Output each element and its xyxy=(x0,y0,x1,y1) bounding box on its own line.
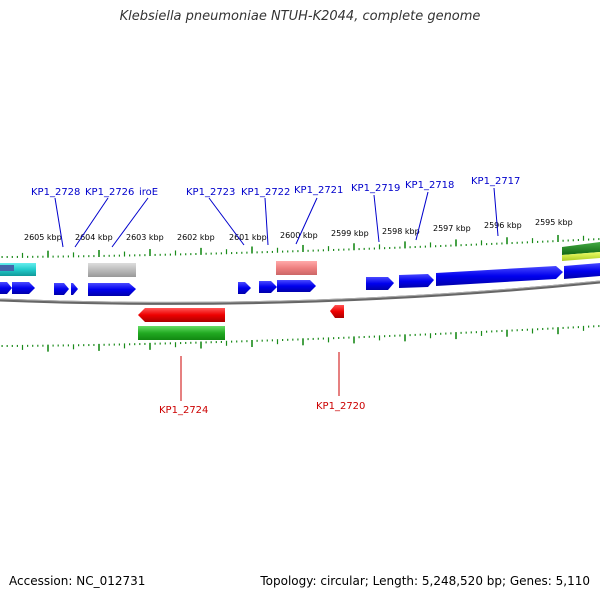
leader-line xyxy=(264,197,269,246)
leader-line xyxy=(493,187,499,237)
gene-label-kp1-2718[interactable]: KP1_2718 xyxy=(405,180,454,191)
pink-feature xyxy=(276,261,317,275)
scale-label: 2595 kbp xyxy=(535,218,573,227)
map-title: Klebsiella pneumoniae NTUH-K2044, comple… xyxy=(119,9,481,24)
accession-text: Accession: NC_012731 xyxy=(9,574,146,588)
scale-label: 2597 kbp xyxy=(433,224,471,233)
scale-label: 2601 kbp xyxy=(229,233,267,242)
cyan-feature-inner xyxy=(0,265,14,271)
scale-label: 2605 kbp xyxy=(24,233,62,242)
cds-forward[interactable] xyxy=(259,281,277,293)
scale-label: 2602 kbp xyxy=(177,233,215,242)
cds-forward[interactable] xyxy=(436,266,563,286)
scale-label: 2599 kbp xyxy=(331,229,369,238)
gene-label-kp1-2728[interactable]: KP1_2728 xyxy=(31,187,80,198)
scale-label: 2603 kbp xyxy=(126,233,164,242)
scale-label: 2604 kbp xyxy=(75,233,113,242)
gene-label-kp1-2722[interactable]: KP1_2722 xyxy=(241,187,290,198)
leader-line xyxy=(74,197,109,248)
cds-forward[interactable] xyxy=(54,283,69,295)
leader-line xyxy=(295,197,318,245)
scale-label: 2596 kbp xyxy=(484,221,522,230)
gene-label-kp1-2721[interactable]: KP1_2721 xyxy=(294,185,343,196)
genome-backbone-highlight xyxy=(0,280,600,303)
gene-label-kp1-2717[interactable]: KP1_2717 xyxy=(471,176,520,187)
inner-tick-ring xyxy=(1,325,600,352)
cds-forward[interactable] xyxy=(0,282,12,294)
forward-label-leaders xyxy=(54,187,499,248)
cds-reverse-kp1-2720[interactable] xyxy=(330,305,344,318)
leader-line xyxy=(54,197,64,248)
cds-forward[interactable] xyxy=(88,283,136,296)
scale-label: 2600 kbp xyxy=(280,231,318,240)
gray-feature xyxy=(88,263,136,277)
cds-forward[interactable] xyxy=(366,277,394,290)
genome-backbone xyxy=(0,280,600,305)
green-feature xyxy=(138,326,225,340)
outer-tick-ring xyxy=(1,234,600,258)
reverse-gene-labels: KP1_2724 KP1_2720 xyxy=(159,401,365,416)
forward-gene-labels: KP1_2728 KP1_2726 iroE KP1_2723 KP1_2722… xyxy=(31,176,520,198)
cds-forward[interactable] xyxy=(277,280,316,292)
cds-forward[interactable] xyxy=(238,282,251,294)
cds-reverse-kp1-2724[interactable] xyxy=(138,308,225,322)
genome-summary-text: Topology: circular; Length: 5,248,520 bp… xyxy=(260,574,590,588)
gene-label-kp1-2720[interactable]: KP1_2720 xyxy=(316,401,365,412)
gene-label-kp1-2723[interactable]: KP1_2723 xyxy=(186,187,235,198)
gene-label-iroe[interactable]: iroE xyxy=(139,187,158,198)
gene-label-kp1-2719[interactable]: KP1_2719 xyxy=(351,183,400,194)
scale-label: 2598 kbp xyxy=(382,227,420,236)
cds-forward[interactable] xyxy=(399,274,434,288)
leader-line xyxy=(111,197,149,248)
reverse-label-leaders xyxy=(180,352,340,401)
lime-feature xyxy=(562,252,600,261)
leader-line xyxy=(415,191,429,241)
scale-labels: 2605 kbp 2604 kbp 2603 kbp 2602 kbp 2601… xyxy=(24,218,573,242)
dark-green-feature xyxy=(562,242,600,255)
forward-cds-track xyxy=(0,263,600,296)
gene-label-kp1-2726[interactable]: KP1_2726 xyxy=(85,187,134,198)
leader-line xyxy=(373,194,380,243)
cds-forward[interactable] xyxy=(12,282,35,294)
cds-forward[interactable] xyxy=(564,263,600,279)
gene-label-kp1-2724[interactable]: KP1_2724 xyxy=(159,405,208,416)
leader-line xyxy=(208,197,245,246)
cds-forward[interactable] xyxy=(71,283,78,295)
